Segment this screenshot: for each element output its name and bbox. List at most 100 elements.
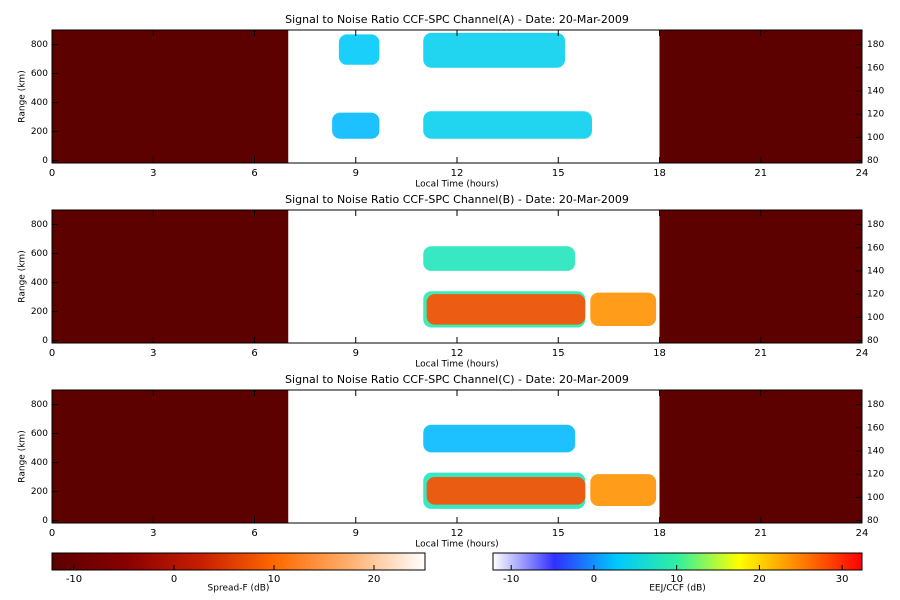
x-tick-label: 3 <box>150 168 156 179</box>
echo-region <box>423 111 592 139</box>
x-tick-label: 24 <box>856 528 869 539</box>
x-tick-label: 21 <box>754 348 767 359</box>
spread-f-region <box>659 210 862 343</box>
x-tick-label: 0 <box>49 348 55 359</box>
y2-tick-label: 100 <box>867 133 884 143</box>
colorbar-tick-label: 20 <box>753 574 766 585</box>
y2-tick-label: 180 <box>867 400 884 410</box>
colorbar <box>492 552 863 571</box>
colorbar-tick-label: -10 <box>66 574 82 585</box>
echo-region <box>423 32 565 68</box>
y2-tick-label: 140 <box>867 266 884 276</box>
y-axis-label: Range (km) <box>18 70 28 122</box>
x-tick-label: 18 <box>653 528 666 539</box>
colorbar-tick-label: -10 <box>503 574 519 585</box>
x-axis-label: Local Time (hours) <box>415 180 498 190</box>
y2-tick-label: 120 <box>867 290 884 300</box>
x-tick-label: 15 <box>552 168 565 179</box>
echo-region <box>423 246 576 271</box>
chart-title: Signal to Noise Ratio CCF-SPC Channel(B)… <box>285 193 629 206</box>
y2-tick-label: 120 <box>867 470 884 480</box>
data-layer <box>52 390 862 523</box>
chart-title: Signal to Noise Ratio CCF-SPC Channel(C)… <box>285 373 629 386</box>
colorbar-label: Spread-F (dB) <box>208 584 270 594</box>
colorbar-tick-label: 20 <box>368 574 381 585</box>
y-tick-label: 600 <box>31 429 48 439</box>
y-tick-label: 800 <box>31 220 48 230</box>
echo-region <box>590 474 657 507</box>
data-layer <box>52 30 862 163</box>
x-tick-label: 6 <box>251 168 257 179</box>
x-tick-label: 6 <box>251 528 257 539</box>
y2-tick-label: 160 <box>867 423 884 433</box>
y-tick-label: 0 <box>42 336 48 346</box>
y-tick-label: 800 <box>31 400 48 410</box>
echo-region <box>426 294 586 325</box>
y2-tick-label: 80 <box>867 336 879 346</box>
echo-region <box>423 424 576 453</box>
colorbar-tick-label: 0 <box>591 574 597 585</box>
x-tick-label: 6 <box>251 348 257 359</box>
chart-title: Signal to Noise Ratio CCF-SPC Channel(A)… <box>285 13 629 26</box>
x-tick-label: 12 <box>451 168 464 179</box>
x-tick-label: 18 <box>653 348 666 359</box>
echo-region <box>426 477 586 505</box>
spread-f-region <box>52 30 289 163</box>
colorbar <box>51 552 426 571</box>
x-tick-label: 24 <box>856 348 869 359</box>
x-tick-label: 3 <box>150 348 156 359</box>
y-tick-label: 600 <box>31 249 48 259</box>
y-tick-label: 400 <box>31 278 48 288</box>
y2-tick-label: 100 <box>867 313 884 323</box>
y2-tick-label: 140 <box>867 446 884 456</box>
colorbar-tick-label: 30 <box>836 574 849 585</box>
x-tick-label: 9 <box>353 168 359 179</box>
y2-tick-label: 180 <box>867 220 884 230</box>
colorbar-tick-label: 0 <box>171 574 177 585</box>
y2-tick-label: 180 <box>867 40 884 50</box>
y-tick-label: 200 <box>31 487 48 497</box>
x-axis-label: Local Time (hours) <box>415 360 498 370</box>
colorbar-tick-label: 10 <box>268 574 281 585</box>
x-tick-label: 0 <box>49 528 55 539</box>
spread-f-region <box>52 390 289 523</box>
y-tick-label: 600 <box>31 69 48 79</box>
colorbar-label: EEJ/CCF (dB) <box>649 584 706 594</box>
x-tick-label: 18 <box>653 168 666 179</box>
data-layer <box>52 210 862 343</box>
echo-region <box>590 292 657 327</box>
y2-tick-label: 160 <box>867 63 884 73</box>
echo-region <box>338 34 380 65</box>
y2-tick-label: 80 <box>867 156 879 166</box>
spread-f-region <box>659 390 862 523</box>
x-tick-label: 15 <box>552 348 565 359</box>
y2-tick-label: 80 <box>867 516 879 526</box>
y2-tick-label: 100 <box>867 493 884 503</box>
y2-tick-label: 140 <box>867 86 884 96</box>
x-tick-label: 9 <box>353 528 359 539</box>
y-axis-label: Range (km) <box>18 430 28 482</box>
y-axis-label: Range (km) <box>18 250 28 302</box>
y-tick-label: 200 <box>31 307 48 317</box>
y2-tick-label: 120 <box>867 110 884 120</box>
spread-f-region <box>659 30 862 163</box>
x-tick-label: 21 <box>754 528 767 539</box>
y-tick-label: 0 <box>42 516 48 526</box>
y-tick-label: 800 <box>31 40 48 50</box>
x-axis-label: Local Time (hours) <box>415 540 498 550</box>
y-tick-label: 200 <box>31 127 48 137</box>
x-tick-label: 12 <box>451 348 464 359</box>
x-tick-label: 15 <box>552 528 565 539</box>
x-tick-label: 3 <box>150 528 156 539</box>
x-tick-label: 12 <box>451 528 464 539</box>
x-tick-label: 24 <box>856 168 869 179</box>
colorbar-tick-label: 10 <box>670 574 683 585</box>
y2-tick-label: 160 <box>867 243 884 253</box>
y-tick-label: 0 <box>42 156 48 166</box>
echo-region <box>332 112 380 139</box>
x-tick-label: 21 <box>754 168 767 179</box>
x-tick-label: 9 <box>353 348 359 359</box>
y-tick-label: 400 <box>31 98 48 108</box>
spread-f-region <box>52 210 289 343</box>
